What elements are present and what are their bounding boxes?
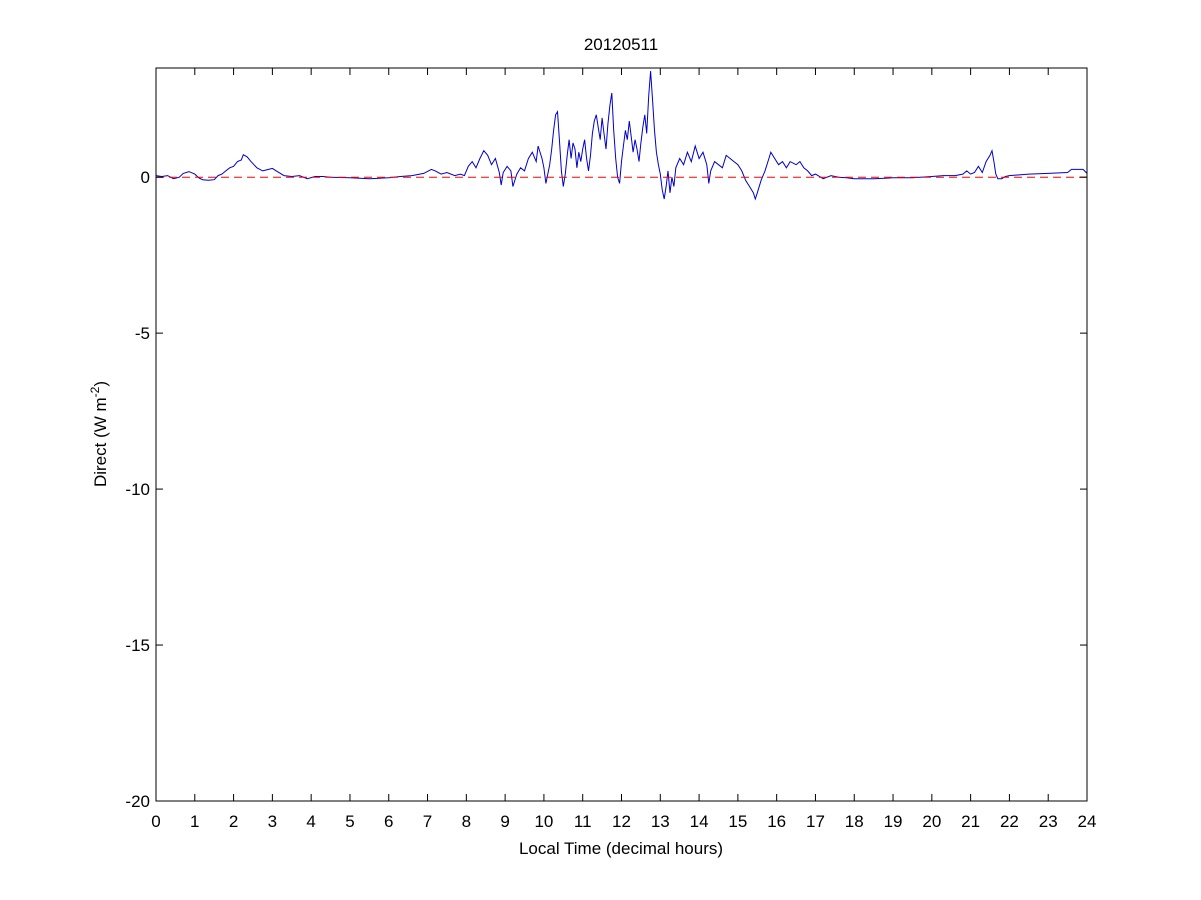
x-tick-label: 7 xyxy=(423,812,432,831)
x-tick-label: 11 xyxy=(574,812,592,831)
x-axis-label: Local Time (decimal hours) xyxy=(519,839,723,858)
x-tick-label: 22 xyxy=(1000,812,1019,831)
x-axis-ticks: 0 1 2 3 4 5 6 7 8 9 10 11 12 13 14 15 16 17 18 19 20 21 22 23 24 xyxy=(151,68,1096,831)
y-axis-label-superscript: -2 xyxy=(88,386,102,397)
x-tick-label: 13 xyxy=(651,812,670,831)
x-tick-label: 5 xyxy=(345,812,354,831)
direct-series-line xyxy=(155,71,1088,201)
series-layer xyxy=(155,71,1088,201)
y-tick-label: -5 xyxy=(135,324,150,343)
x-tick-label: 16 xyxy=(767,812,786,831)
x-tick-label: 1 xyxy=(190,812,199,831)
y-tick-label: -20 xyxy=(125,792,150,811)
x-tick-label: 2 xyxy=(229,812,238,831)
y-tick-label: -10 xyxy=(125,480,150,499)
y-tick-label: -15 xyxy=(125,636,150,655)
y-axis-ticks: 0 -5 -10 -15 -20 xyxy=(125,168,1087,811)
x-tick-label: 21 xyxy=(961,812,980,831)
plot-area: 0 1 2 3 4 5 6 7 8 9 10 11 12 13 14 15 16 17 18 19 20 21 22 23 24… xyxy=(125,67,1096,831)
x-tick-label: 12 xyxy=(612,812,631,831)
x-tick-label: 6 xyxy=(384,812,393,831)
x-tick-label: 3 xyxy=(268,812,277,831)
y-axis-label-main: Direct (W m xyxy=(91,397,110,487)
x-tick-label: 18 xyxy=(845,812,864,831)
x-tick-label: 14 xyxy=(690,812,709,831)
x-tick-label: 19 xyxy=(884,812,903,831)
x-tick-label: 20 xyxy=(922,812,941,831)
x-tick-label: 0 xyxy=(151,812,160,831)
x-tick-label: 4 xyxy=(306,812,315,831)
x-tick-label: 10 xyxy=(534,812,553,831)
y-tick-label: 0 xyxy=(141,168,150,187)
x-tick-label: 24 xyxy=(1078,812,1097,831)
y-axis-label-close: ) xyxy=(91,381,110,387)
x-tick-label: 15 xyxy=(728,812,747,831)
x-tick-label: 17 xyxy=(806,812,825,831)
y-axis-label: Direct (W m-2) xyxy=(88,381,110,487)
chart-title: 20120511 xyxy=(584,35,658,54)
x-tick-label: 23 xyxy=(1039,812,1058,831)
x-tick-label: 9 xyxy=(500,812,509,831)
x-tick-label: 8 xyxy=(462,812,471,831)
